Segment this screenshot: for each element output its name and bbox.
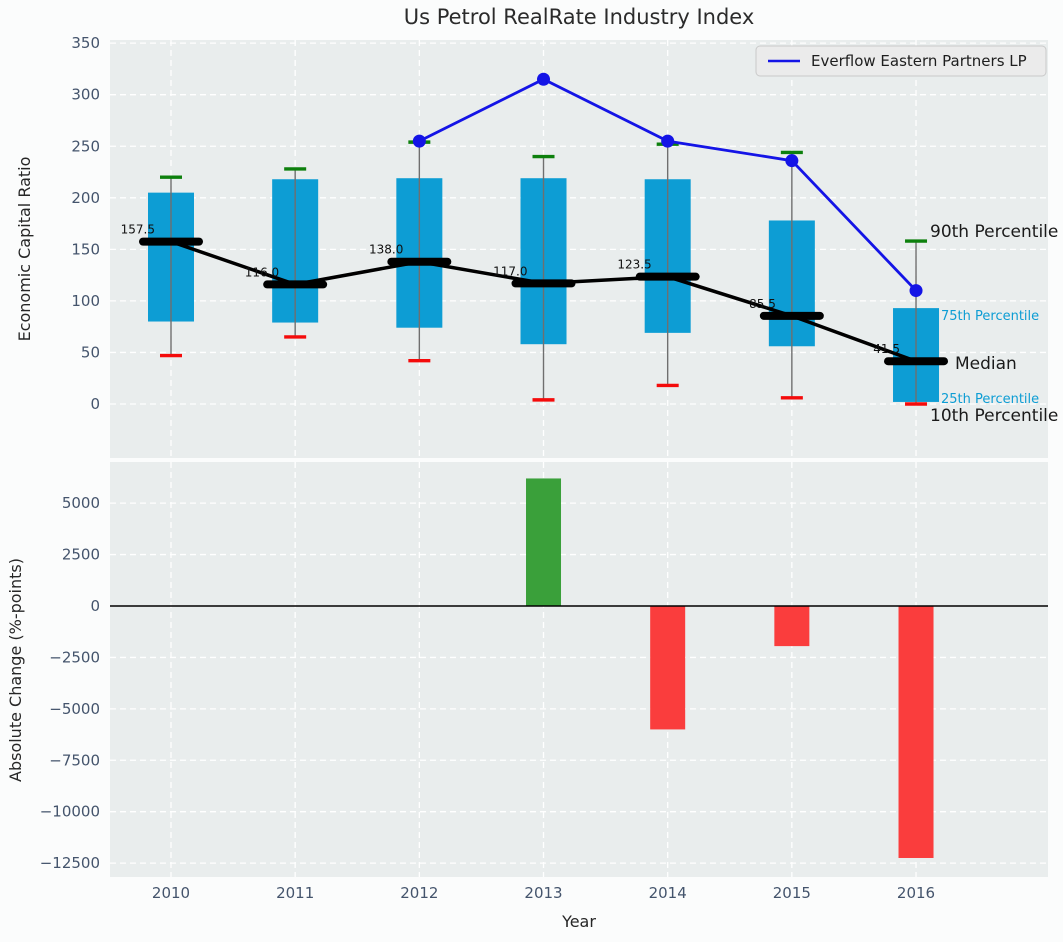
xtick-label: 2015 bbox=[773, 884, 811, 902]
ytick-label: 0 bbox=[90, 395, 100, 413]
annotation-75th-percentile: 75th Percentile bbox=[941, 309, 1039, 324]
ytick-label: 0 bbox=[90, 597, 100, 615]
bottom-axes: 5000 2500 0 −2500 −5000 −7500 −10000 −12500 201… bbox=[6, 462, 1048, 931]
legend: Everflow Eastern Partners LP bbox=[755, 45, 1047, 77]
company-point bbox=[661, 134, 675, 148]
median-series bbox=[139, 237, 949, 366]
company-point bbox=[412, 134, 426, 148]
change-bar-2015 bbox=[774, 606, 810, 647]
company-series bbox=[412, 72, 923, 298]
ytick-label: 5000 bbox=[62, 494, 100, 512]
median-value-label: 85.5 bbox=[749, 297, 776, 311]
median-value-label: 116.0 bbox=[245, 265, 279, 279]
legend-frame bbox=[755, 45, 1047, 77]
ytick-label: 150 bbox=[71, 240, 100, 258]
percentile-annotations: 90th Percentile 75th Percentile Median 25th… bbox=[930, 222, 1058, 426]
xtick-label: 2013 bbox=[524, 884, 562, 902]
xtick-label: 2011 bbox=[276, 884, 314, 902]
ytick-label: −2500 bbox=[49, 648, 100, 666]
ytick-label: 2500 bbox=[62, 546, 100, 564]
top-whiskers bbox=[160, 140, 928, 406]
company-point bbox=[537, 72, 551, 86]
median-value-label: 117.0 bbox=[493, 264, 527, 278]
ytick-label: −5000 bbox=[49, 700, 100, 718]
company-point bbox=[785, 154, 799, 168]
annotation-90th-percentile: 90th Percentile bbox=[930, 222, 1058, 242]
bottom-plot-background bbox=[110, 462, 1048, 877]
change-bar-2016 bbox=[898, 606, 934, 858]
ytick-label: −7500 bbox=[49, 751, 100, 769]
xtick-label: 2016 bbox=[897, 884, 935, 902]
bottom-xtick-labels: 2010 2011 2012 2013 2014 2015 2016 bbox=[152, 884, 935, 902]
ytick-label: −12500 bbox=[40, 854, 100, 872]
median-value-label: 41.5 bbox=[873, 342, 900, 356]
legend-label: Everflow Eastern Partners LP bbox=[811, 52, 1027, 70]
top-ytick-labels: 0 50 100 150 200 250 300 350 bbox=[71, 34, 100, 413]
ytick-label: 350 bbox=[71, 34, 100, 52]
change-bars bbox=[526, 478, 934, 858]
ytick-label: 50 bbox=[81, 343, 100, 361]
xtick-label: 2010 bbox=[152, 884, 190, 902]
ytick-label: 300 bbox=[71, 86, 100, 104]
bottom-ylabel: Absolute Change (%-points) bbox=[6, 558, 25, 782]
median-value-label: 157.5 bbox=[121, 223, 155, 237]
annotation-10th-percentile: 10th Percentile bbox=[930, 406, 1058, 426]
xtick-label: 2014 bbox=[649, 884, 687, 902]
bottom-ytick-labels: 5000 2500 0 −2500 −5000 −7500 −10000 −12500 bbox=[40, 494, 100, 872]
change-bar-2013 bbox=[526, 478, 562, 606]
median-value-labels: 157.5 116.0 138.0 117.0 123.5 85.5 41.5 bbox=[121, 223, 900, 357]
ytick-label: 100 bbox=[71, 292, 100, 310]
annotation-median: Median bbox=[955, 354, 1017, 374]
median-value-label: 138.0 bbox=[369, 243, 403, 257]
ytick-label: 250 bbox=[71, 137, 100, 155]
bottom-xlabel: Year bbox=[561, 912, 596, 931]
company-point bbox=[909, 284, 923, 298]
xtick-label: 2012 bbox=[400, 884, 438, 902]
top-axes: 157.5 116.0 138.0 117.0 123.5 85.5 41.5 90th P… bbox=[15, 5, 1058, 458]
median-value-label: 123.5 bbox=[617, 258, 651, 272]
top-ylabel: Economic Capital Ratio bbox=[15, 157, 34, 342]
annotation-25th-percentile: 25th Percentile bbox=[941, 392, 1039, 407]
change-bar-2014 bbox=[650, 606, 686, 730]
ytick-label: −10000 bbox=[40, 803, 100, 821]
chart-title: Us Petrol RealRate Industry Index bbox=[404, 5, 755, 29]
ytick-label: 200 bbox=[71, 189, 100, 207]
